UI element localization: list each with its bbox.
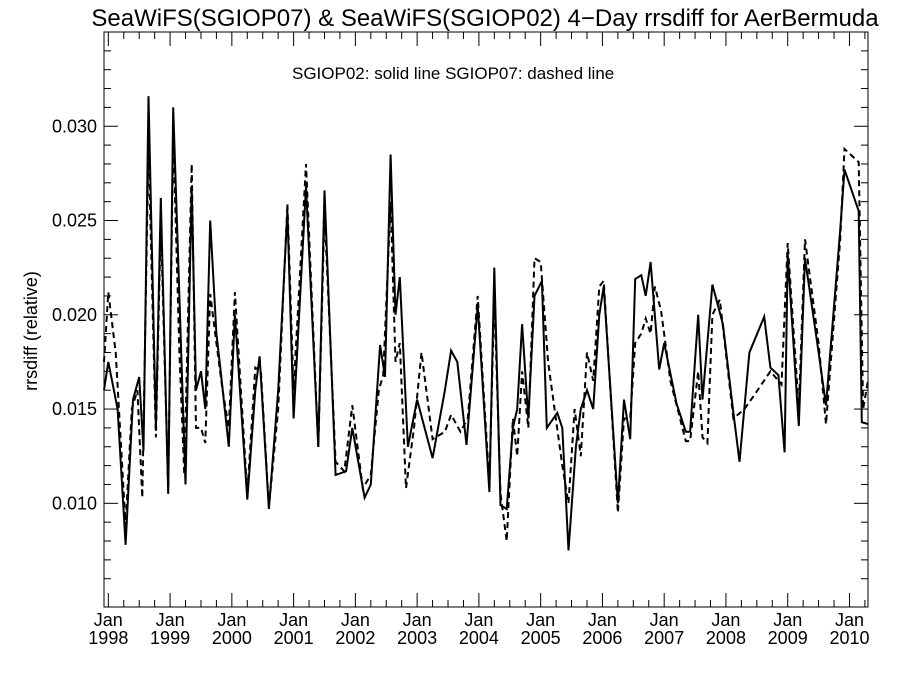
- x-tick-year: 2004: [459, 628, 499, 648]
- x-tick-month: Jan: [464, 610, 493, 630]
- y-axis-label: rrsdiff (relative): [21, 271, 41, 391]
- x-tick-month: Jan: [650, 610, 679, 630]
- x-tick-month: Jan: [711, 610, 740, 630]
- x-tick-year: 2002: [335, 628, 375, 648]
- y-axis: 0.010 0.015 0.020 0.025 0.030: [52, 50, 868, 580]
- x-axis: Jan1998Jan1999Jan2000Jan2001Jan2002Jan20…: [88, 32, 869, 648]
- x-tick-month: Jan: [526, 610, 555, 630]
- y-tick-label: 0.025: [52, 211, 97, 231]
- x-tick-year: 2000: [212, 628, 252, 648]
- x-tick-month: Jan: [835, 610, 864, 630]
- x-tick-month: Jan: [773, 610, 802, 630]
- x-tick-year: 2010: [829, 628, 869, 648]
- x-tick-year: 1998: [88, 628, 128, 648]
- x-tick-year: 2006: [582, 628, 622, 648]
- x-tick-month: Jan: [217, 610, 246, 630]
- x-tick-month: Jan: [156, 610, 185, 630]
- x-tick-year: 2003: [397, 628, 437, 648]
- x-tick-year: 2008: [706, 628, 746, 648]
- x-tick-year: 2005: [521, 628, 561, 648]
- series-line-sgiop07: [103, 131, 869, 542]
- x-tick-year: 2001: [274, 628, 314, 648]
- y-tick-label: 0.020: [52, 305, 97, 325]
- line-style-legend: SGIOP02: solid line SGIOP07: dashed line: [292, 64, 614, 83]
- y-tick-label: 0.030: [52, 116, 97, 136]
- x-tick-year: 2009: [768, 628, 808, 648]
- chart-title: SeaWiFS(SGIOP07) & SeaWiFS(SGIOP02) 4−Da…: [91, 5, 879, 32]
- series-layer: [103, 96, 869, 551]
- x-tick-month: Jan: [403, 610, 432, 630]
- x-tick-month: Jan: [588, 610, 617, 630]
- series-line-sgiop02: [103, 96, 869, 551]
- x-tick-year: 2007: [644, 628, 684, 648]
- x-tick-year: 1999: [150, 628, 190, 648]
- y-tick-label: 0.010: [52, 493, 97, 513]
- plot-frame: [103, 31, 869, 608]
- x-tick-month: Jan: [279, 610, 308, 630]
- y-tick-label: 0.015: [52, 399, 97, 419]
- x-tick-month: Jan: [341, 610, 370, 630]
- x-tick-month: Jan: [94, 610, 123, 630]
